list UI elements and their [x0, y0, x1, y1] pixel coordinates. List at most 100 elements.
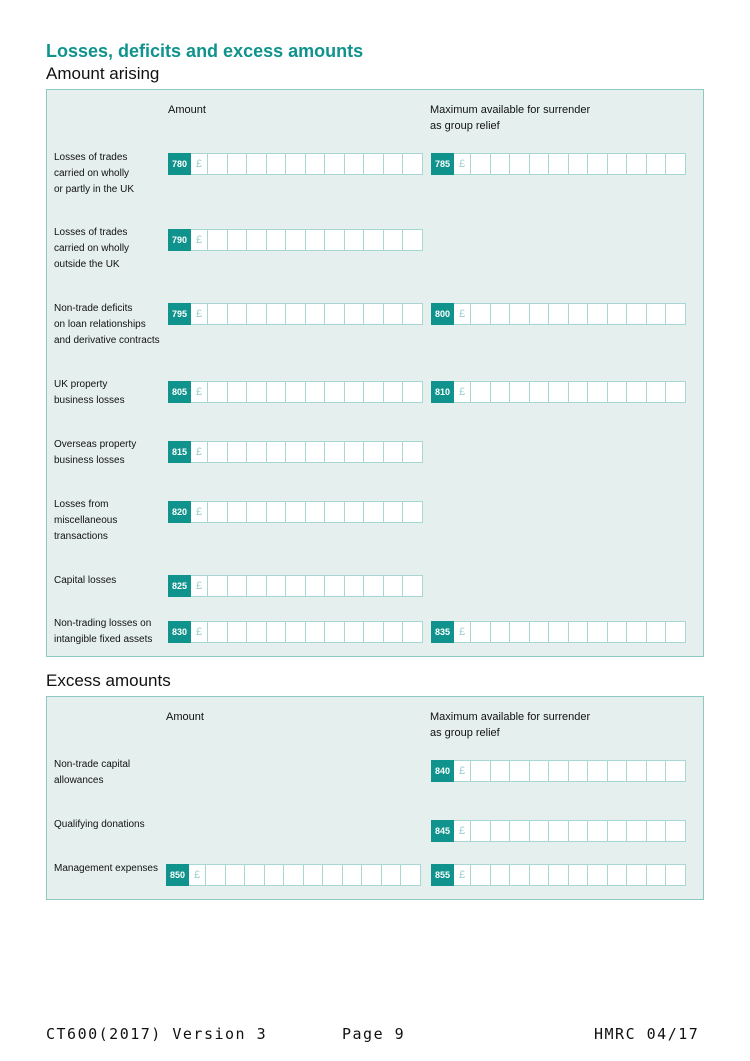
digit-cell[interactable] [471, 303, 491, 325]
digit-cell[interactable] [227, 381, 247, 403]
box-845-field[interactable]: 845 £ [431, 820, 686, 842]
digit-cell[interactable] [588, 303, 608, 325]
digit-cell[interactable] [666, 303, 686, 325]
digit-cell[interactable] [490, 153, 510, 175]
digit-cell[interactable] [627, 381, 647, 403]
digit-cell[interactable] [286, 303, 306, 325]
digit-cell[interactable] [227, 575, 247, 597]
digit-cell[interactable] [364, 153, 384, 175]
digit-cell[interactable] [529, 760, 549, 782]
digit-cell[interactable] [588, 381, 608, 403]
digit-cell[interactable] [568, 381, 588, 403]
digit-cell[interactable] [666, 760, 686, 782]
digit-cell[interactable] [666, 381, 686, 403]
box-840-field[interactable]: 840 £ [431, 760, 686, 782]
digit-cell[interactable] [403, 441, 423, 463]
digit-cell[interactable] [490, 303, 510, 325]
box-815-field[interactable]: 815 £ [168, 441, 423, 463]
digit-cell[interactable] [529, 864, 549, 886]
digit-cell[interactable] [666, 864, 686, 886]
box-830-field[interactable]: 830 £ [168, 621, 423, 643]
digit-cell[interactable] [227, 153, 247, 175]
digit-cell[interactable] [666, 820, 686, 842]
digit-cell[interactable] [490, 621, 510, 643]
digit-cell[interactable] [381, 864, 401, 886]
digit-cell[interactable] [510, 820, 530, 842]
digit-cell[interactable] [568, 760, 588, 782]
box-790-field[interactable]: 790 £ [168, 229, 423, 251]
digit-cell[interactable] [607, 303, 627, 325]
digit-cell[interactable] [510, 864, 530, 886]
digit-cell[interactable] [383, 153, 403, 175]
digit-cell[interactable] [646, 864, 666, 886]
digit-cell[interactable] [208, 229, 228, 251]
digit-cell[interactable] [286, 621, 306, 643]
digit-cell[interactable] [607, 820, 627, 842]
digit-cell[interactable] [403, 229, 423, 251]
digit-cell[interactable] [266, 621, 286, 643]
digit-cell[interactable] [646, 760, 666, 782]
digit-cell[interactable] [627, 621, 647, 643]
digit-cell[interactable] [529, 381, 549, 403]
digit-cell[interactable] [490, 381, 510, 403]
digit-cell[interactable] [305, 303, 325, 325]
digit-cell[interactable] [529, 303, 549, 325]
box-780-field[interactable]: 780 £ [168, 153, 423, 175]
digit-cell[interactable] [364, 575, 384, 597]
box-800-field[interactable]: 800 £ [431, 303, 686, 325]
box-855-field[interactable]: 855 £ [431, 864, 686, 886]
digit-cell[interactable] [325, 303, 345, 325]
digit-cell[interactable] [286, 229, 306, 251]
digit-cell[interactable] [286, 153, 306, 175]
box-805-field[interactable]: 805 £ [168, 381, 423, 403]
digit-cell[interactable] [266, 229, 286, 251]
digit-cell[interactable] [208, 621, 228, 643]
digit-cell[interactable] [383, 501, 403, 523]
digit-cell[interactable] [471, 381, 491, 403]
digit-cell[interactable] [286, 441, 306, 463]
digit-cell[interactable] [247, 381, 267, 403]
digit-cell[interactable] [305, 229, 325, 251]
digit-cell[interactable] [227, 441, 247, 463]
digit-cell[interactable] [646, 153, 666, 175]
digit-cell[interactable] [247, 153, 267, 175]
digit-cell[interactable] [325, 153, 345, 175]
digit-cell[interactable] [529, 820, 549, 842]
digit-cell[interactable] [364, 621, 384, 643]
digit-cell[interactable] [549, 303, 569, 325]
digit-cell[interactable] [549, 153, 569, 175]
digit-cell[interactable] [568, 820, 588, 842]
digit-cell[interactable] [305, 153, 325, 175]
digit-cell[interactable] [490, 760, 510, 782]
digit-cell[interactable] [471, 864, 491, 886]
digit-cell[interactable] [627, 303, 647, 325]
box-825-field[interactable]: 825 £ [168, 575, 423, 597]
digit-cell[interactable] [510, 303, 530, 325]
digit-cell[interactable] [490, 820, 510, 842]
digit-cell[interactable] [568, 303, 588, 325]
digit-cell[interactable] [646, 820, 666, 842]
digit-cell[interactable] [568, 153, 588, 175]
digit-cell[interactable] [403, 621, 423, 643]
digit-cell[interactable] [344, 153, 364, 175]
digit-cell[interactable] [325, 441, 345, 463]
digit-cell[interactable] [364, 303, 384, 325]
digit-cell[interactable] [549, 760, 569, 782]
digit-cell[interactable] [362, 864, 382, 886]
digit-cell[interactable] [666, 153, 686, 175]
digit-cell[interactable] [403, 153, 423, 175]
digit-cell[interactable] [383, 303, 403, 325]
digit-cell[interactable] [227, 303, 247, 325]
digit-cell[interactable] [490, 864, 510, 886]
digit-cell[interactable] [245, 864, 265, 886]
digit-cell[interactable] [225, 864, 245, 886]
digit-cell[interactable] [325, 229, 345, 251]
digit-cell[interactable] [227, 621, 247, 643]
digit-cell[interactable] [549, 820, 569, 842]
digit-cell[interactable] [342, 864, 362, 886]
digit-cell[interactable] [208, 381, 228, 403]
digit-cell[interactable] [364, 381, 384, 403]
digit-cell[interactable] [383, 575, 403, 597]
digit-cell[interactable] [646, 303, 666, 325]
digit-cell[interactable] [666, 621, 686, 643]
